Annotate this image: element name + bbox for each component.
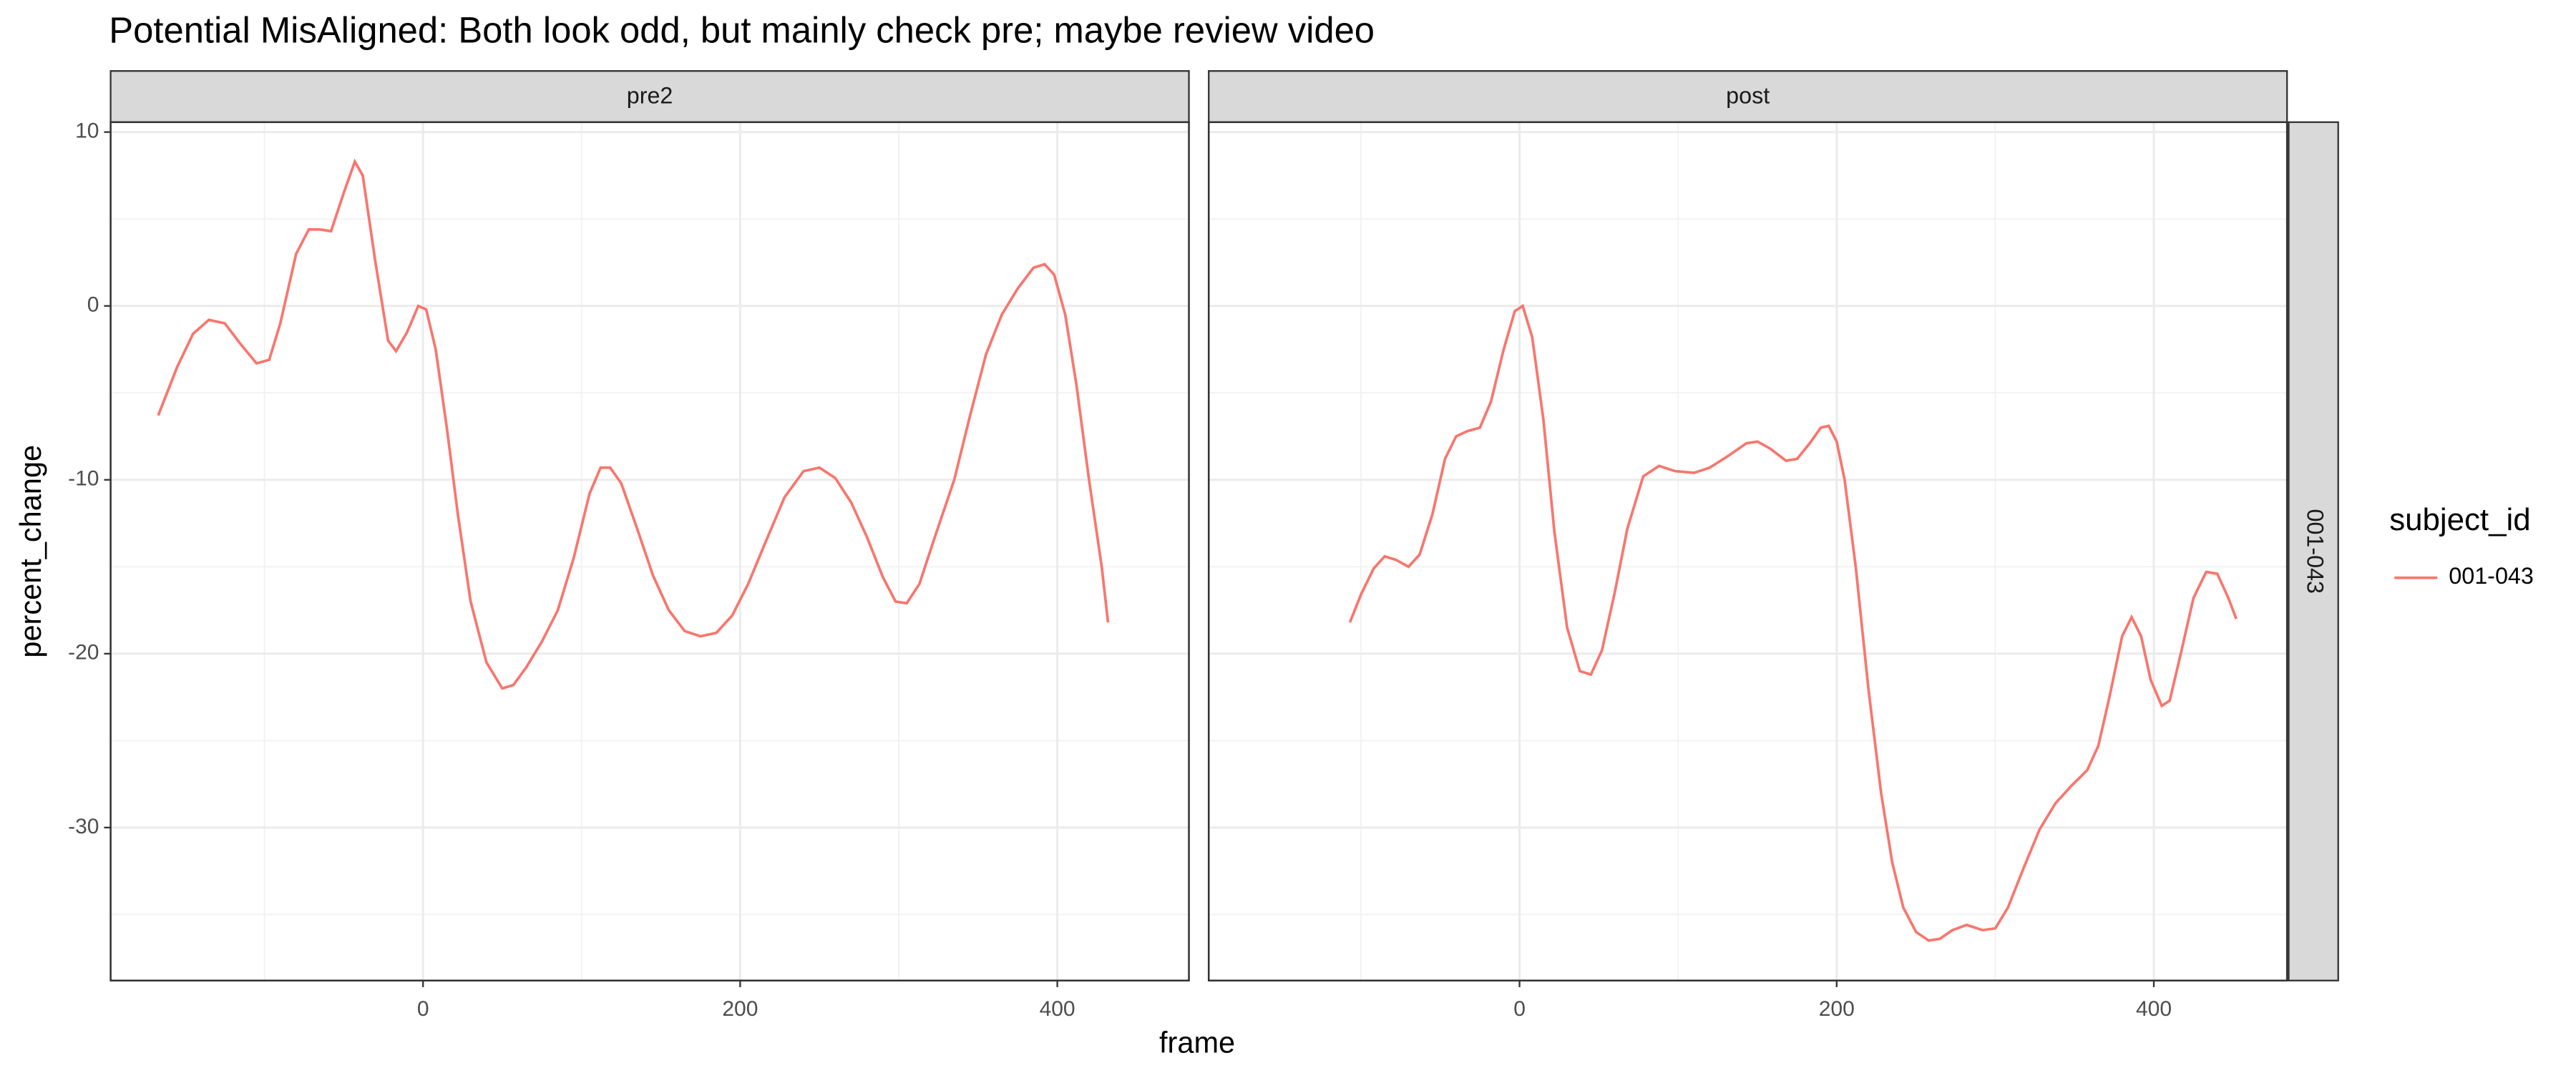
y-tick-label: 0 — [87, 293, 99, 317]
y-tick-label: -30 — [68, 815, 99, 838]
facet-strip — [1208, 70, 2288, 123]
data-line — [1348, 303, 2238, 942]
y-axis-label: percent_change — [14, 445, 47, 658]
panel-background — [110, 122, 1189, 981]
x-tick-label: 400 — [2136, 997, 2172, 1021]
x-tick-label: 0 — [1513, 997, 1526, 1021]
legend-label: 001-043 — [2449, 563, 2534, 589]
y-tick-label: -10 — [68, 467, 99, 491]
y-tick-label: 10 — [75, 119, 99, 143]
legend: 001-043 — [2394, 563, 2534, 589]
legend-title: subject_id — [2389, 502, 2530, 537]
y-tick-label: -20 — [68, 641, 99, 665]
x-tick-label: 200 — [722, 997, 758, 1021]
x-tick-label: 400 — [1040, 997, 1075, 1021]
row-strip — [2288, 121, 2339, 981]
facet-strip-label: pre2 — [627, 83, 673, 109]
panel-border — [109, 121, 1190, 982]
x-axis-label: frame — [1159, 1026, 1235, 1059]
panel-border — [1207, 121, 2288, 982]
facet-strip — [109, 70, 1190, 123]
chart-title: Potential MisAligned: Both look odd, but… — [109, 10, 1375, 51]
x-tick-label: 200 — [1819, 997, 1855, 1021]
data-line — [157, 158, 1110, 690]
row-strip-label: 001-043 — [2303, 509, 2328, 594]
facet-strip-label: post — [1726, 83, 1770, 109]
panel-background — [1209, 122, 2288, 981]
x-tick-label: 0 — [417, 997, 429, 1021]
